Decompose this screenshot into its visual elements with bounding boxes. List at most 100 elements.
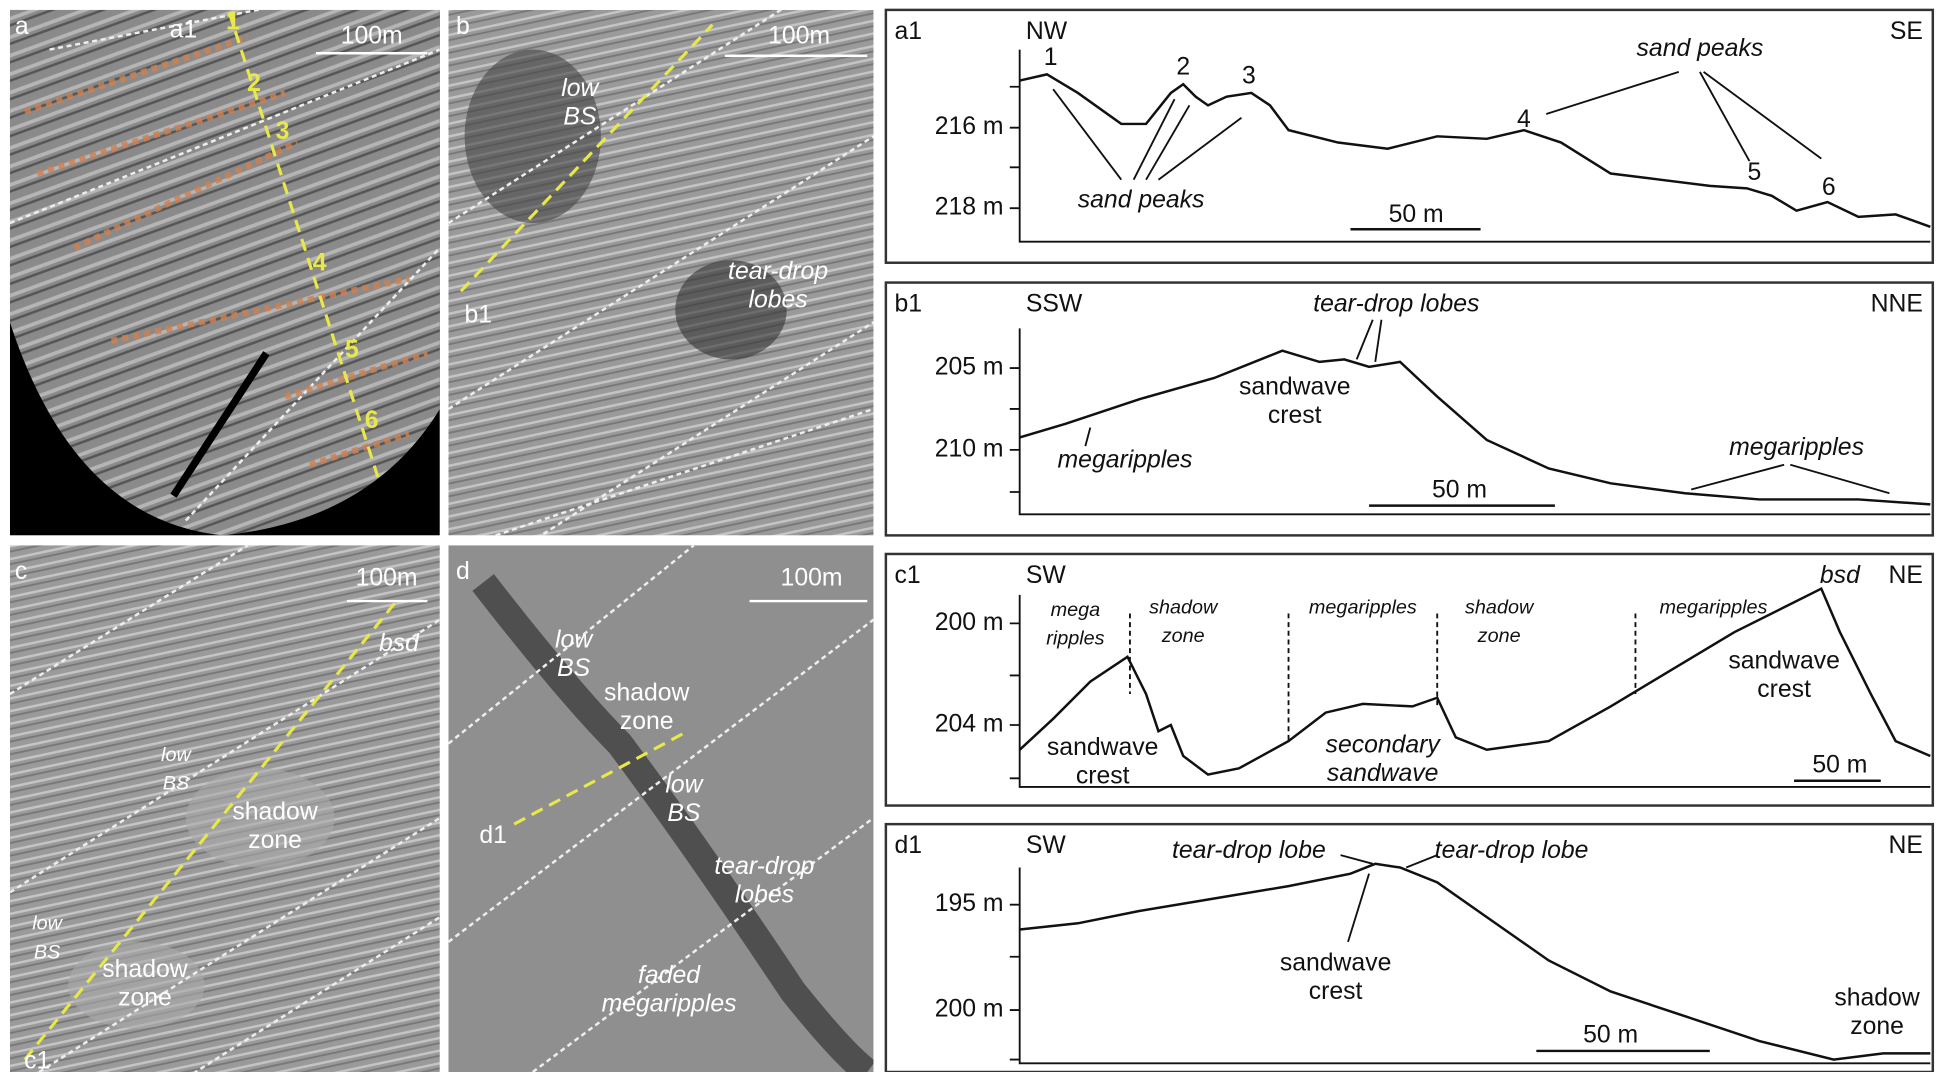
annotation: megaripples	[1309, 597, 1417, 619]
map-a	[10, 0, 440, 535]
map-c	[10, 545, 440, 1072]
direction: NNE	[1871, 290, 1923, 317]
annotation: 2	[247, 70, 261, 97]
panel-label: d	[456, 558, 470, 585]
y-tick-label: 200 m	[935, 996, 1004, 1023]
annotation: 6	[1822, 174, 1836, 201]
direction: NE	[1888, 562, 1922, 589]
annotation: 2	[1176, 54, 1190, 81]
map-b	[449, 0, 874, 595]
y-tick-label: 195 m	[935, 890, 1004, 917]
annotation: sandwave	[1280, 950, 1392, 977]
annotation: BS	[34, 941, 60, 963]
annotation: tear-drop lobe	[1435, 837, 1589, 864]
annotation: low	[665, 771, 704, 798]
annotation: sand peaks	[1637, 35, 1764, 62]
profile-frames	[886, 10, 1933, 1072]
panel-label: a	[15, 13, 29, 40]
annotation: sand peaks	[1078, 186, 1205, 213]
profile-label: d1	[895, 832, 923, 859]
annotation: lobes	[735, 882, 794, 909]
annotation: shadow	[1149, 597, 1219, 619]
annotation: 4	[1517, 106, 1531, 133]
profile-label: a1	[895, 18, 923, 45]
annotation: shadow	[1834, 984, 1919, 1011]
profile-label: b1	[895, 290, 923, 317]
y-tick-label: 216 m	[935, 113, 1004, 140]
annotation: shadow	[604, 680, 689, 707]
scale-label: 100m	[341, 23, 403, 50]
annotation: crest	[1309, 978, 1363, 1005]
annotation: zone	[248, 827, 302, 854]
annotation: 5	[345, 336, 359, 363]
annotation: 4	[313, 250, 327, 277]
annotation: 5	[1748, 159, 1762, 186]
annotation: bsd	[379, 630, 420, 657]
annotation: BS	[563, 103, 597, 130]
annotation: tear-drop	[714, 853, 814, 880]
annotation: low	[555, 626, 594, 653]
profile-marker: b1	[464, 302, 492, 329]
scale-label: 50 m	[1812, 751, 1867, 778]
y-tick-label: 204 m	[935, 711, 1004, 738]
y-tick-label: 218 m	[935, 194, 1004, 221]
annotation: zone	[620, 708, 674, 735]
annotation: 1	[1044, 44, 1058, 71]
annotation: zone	[1477, 625, 1521, 647]
annotation: sandwave	[1327, 760, 1439, 787]
annotation: tear-drop lobes	[1313, 290, 1479, 317]
annotation: shadow	[232, 799, 317, 826]
annotation: zone	[1850, 1013, 1904, 1040]
figure: aa1100mbb1100mcc1100mdd1100m123456lowBSt…	[0, 0, 1939, 1072]
direction: NE	[1888, 832, 1922, 859]
annotation: megaripples	[1058, 447, 1193, 474]
scale-label: 100m	[768, 23, 830, 50]
annotation: BS	[667, 800, 701, 827]
profile-label: c1	[895, 562, 921, 589]
y-tick-label: 210 m	[935, 435, 1004, 462]
annotation: megaripples	[1729, 434, 1864, 461]
annotation: lobes	[748, 287, 807, 314]
annotation: secondary	[1326, 732, 1442, 759]
annotation: 3	[1242, 62, 1256, 89]
annotation: mega	[1051, 599, 1101, 621]
annotation: sandwave	[1728, 647, 1840, 674]
direction: SSW	[1026, 290, 1083, 317]
scale-label: 100m	[781, 564, 843, 591]
annotation: 6	[365, 407, 379, 434]
y-tick-label: 200 m	[935, 609, 1004, 636]
annotation: crest	[1757, 676, 1811, 703]
annotation: tear-drop	[728, 258, 828, 285]
annotation: sandwave	[1047, 734, 1159, 761]
direction: SE	[1890, 18, 1923, 45]
scale-label: 50 m	[1432, 476, 1487, 503]
panel-label: c	[15, 558, 27, 585]
direction: NW	[1026, 18, 1068, 45]
annotation: low	[32, 913, 63, 935]
annotation: zone	[1161, 625, 1205, 647]
annotation: megaripples	[602, 991, 737, 1018]
annotation: 1	[226, 8, 240, 35]
annotation: low	[561, 75, 600, 102]
annotation: low	[161, 744, 192, 766]
scale-label: 50 m	[1583, 1022, 1638, 1049]
annotation: BS	[163, 773, 189, 795]
annotation: bsd	[1820, 562, 1861, 589]
scale-label: 100m	[356, 564, 418, 591]
annotation: zone	[118, 984, 172, 1011]
annotation: 3	[276, 118, 290, 145]
scale-label: 50 m	[1389, 201, 1444, 228]
annotation: megaripples	[1660, 597, 1768, 619]
direction: SW	[1026, 562, 1067, 589]
annotation: BS	[557, 655, 591, 682]
annotation: ripples	[1046, 628, 1104, 650]
annotation: tear-drop lobe	[1172, 837, 1326, 864]
annotation: sandwave	[1239, 373, 1351, 400]
panel-label: b	[456, 13, 470, 40]
profile-marker: c1	[24, 1048, 50, 1072]
y-tick-label: 205 m	[935, 354, 1004, 381]
annotation: faded	[638, 962, 701, 989]
annotation: shadow	[1465, 597, 1535, 619]
direction: SW	[1026, 832, 1067, 859]
profile-marker: d1	[479, 822, 507, 849]
